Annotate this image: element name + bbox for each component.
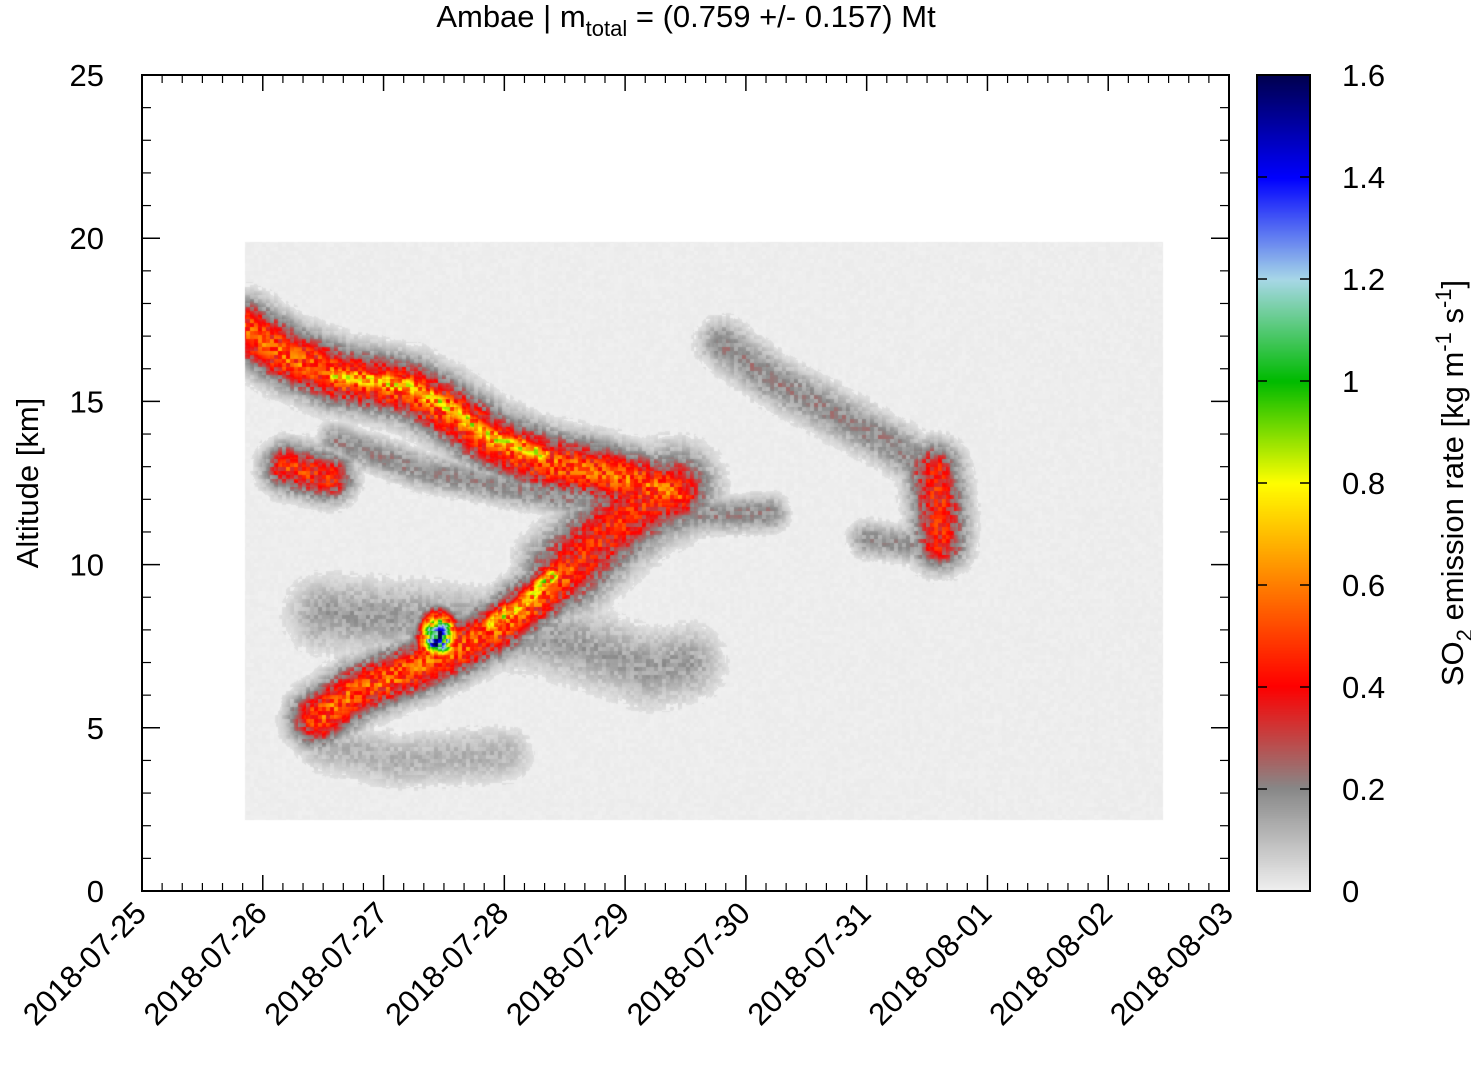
- y-tick-label: 15: [70, 384, 104, 419]
- colorbar-tick-label: 1.4: [1342, 160, 1385, 195]
- x-tick-label: 2018-07-31: [741, 895, 878, 1032]
- x-tick-label: 2018-07-28: [378, 895, 515, 1032]
- colorbar-tick-label: 0.6: [1342, 568, 1385, 603]
- y-axis-label: Altitude [km]: [10, 398, 45, 569]
- colorbar-label: SO2 emission rate [kg m-1 s-1]: [1431, 280, 1471, 686]
- colorbar-axis: 0 0.2 0.4 0.6 0.8 1 1.2 1.4 1.6: [1257, 58, 1385, 909]
- x-tick-label: 2018-07-27: [258, 895, 395, 1032]
- y-tick-label: 20: [70, 221, 104, 256]
- heatmap-image: [142, 75, 1229, 891]
- colorbar-tick-label: 0.2: [1342, 772, 1385, 807]
- x-tick-label: 2018-07-29: [499, 895, 636, 1032]
- x-tick-label: 2018-07-30: [620, 895, 757, 1032]
- y-tick-label: 10: [70, 548, 104, 583]
- x-tick-label: 2018-07-25: [16, 895, 153, 1032]
- colorbar-tick-label: 0.4: [1342, 670, 1385, 705]
- colorbar-tick-label: 0: [1342, 874, 1359, 909]
- colorbar-tick-label: 1.2: [1342, 262, 1385, 297]
- title-subscript: total: [586, 16, 628, 41]
- svg-text:SO2 emission rate [kg m-1 s-1]: SO2 emission rate [kg m-1 s-1]: [1431, 280, 1471, 686]
- colorbar-tick-label: 1.6: [1342, 58, 1385, 93]
- svg-text:Ambae | mtotal = (0.759 +/- 0.: Ambae | mtotal = (0.759 +/- 0.157) Mt: [436, 0, 936, 41]
- x-tick-label: 2018-08-02: [982, 895, 1119, 1032]
- x-tick-label: 2018-08-03: [1103, 895, 1240, 1032]
- colorbar-tick-label: 1: [1342, 364, 1359, 399]
- title-suffix: = (0.759 +/- 0.157) Mt: [627, 0, 936, 34]
- chart-title: Ambae | mtotal = (0.759 +/- 0.157) Mt: [436, 0, 936, 41]
- x-tick-label: 2018-08-01: [862, 895, 999, 1032]
- y-axis: 0 5 10 15 20 25: [70, 58, 1229, 909]
- y-tick-label: 0: [87, 874, 104, 909]
- y-tick-label: 5: [87, 711, 104, 746]
- y-tick-label: 25: [70, 58, 104, 93]
- colorbar-tick-label: 0.8: [1342, 466, 1385, 501]
- title-prefix: Ambae | m: [436, 0, 585, 34]
- x-tick-label: 2018-07-26: [137, 895, 274, 1032]
